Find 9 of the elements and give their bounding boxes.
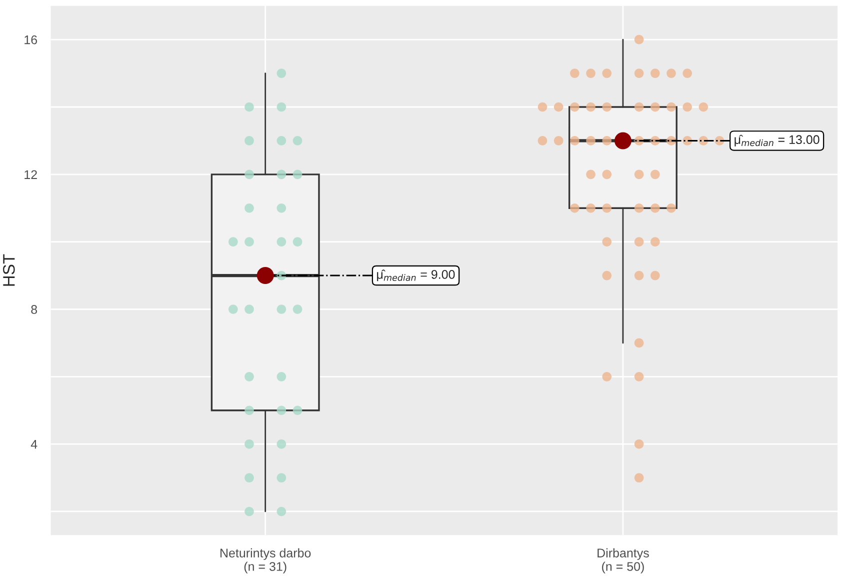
y-axis-title: HST	[3, 254, 15, 286]
annotation: μ̂$_{median}$ = 9.00	[377, 270, 455, 282]
y-tick-label: 12	[24, 170, 37, 179]
y-tick-label: 16	[24, 35, 38, 44]
y-tick-label: 8	[31, 305, 38, 314]
annotation: μ̂$_{median}$ = 13.00	[734, 134, 820, 146]
x-tick-label: Dirbantys (n = 50)	[598, 548, 649, 574]
y-tick-label: 4	[30, 440, 38, 449]
x-tick-label: Neturintys darbo (n = 31)	[220, 548, 311, 574]
